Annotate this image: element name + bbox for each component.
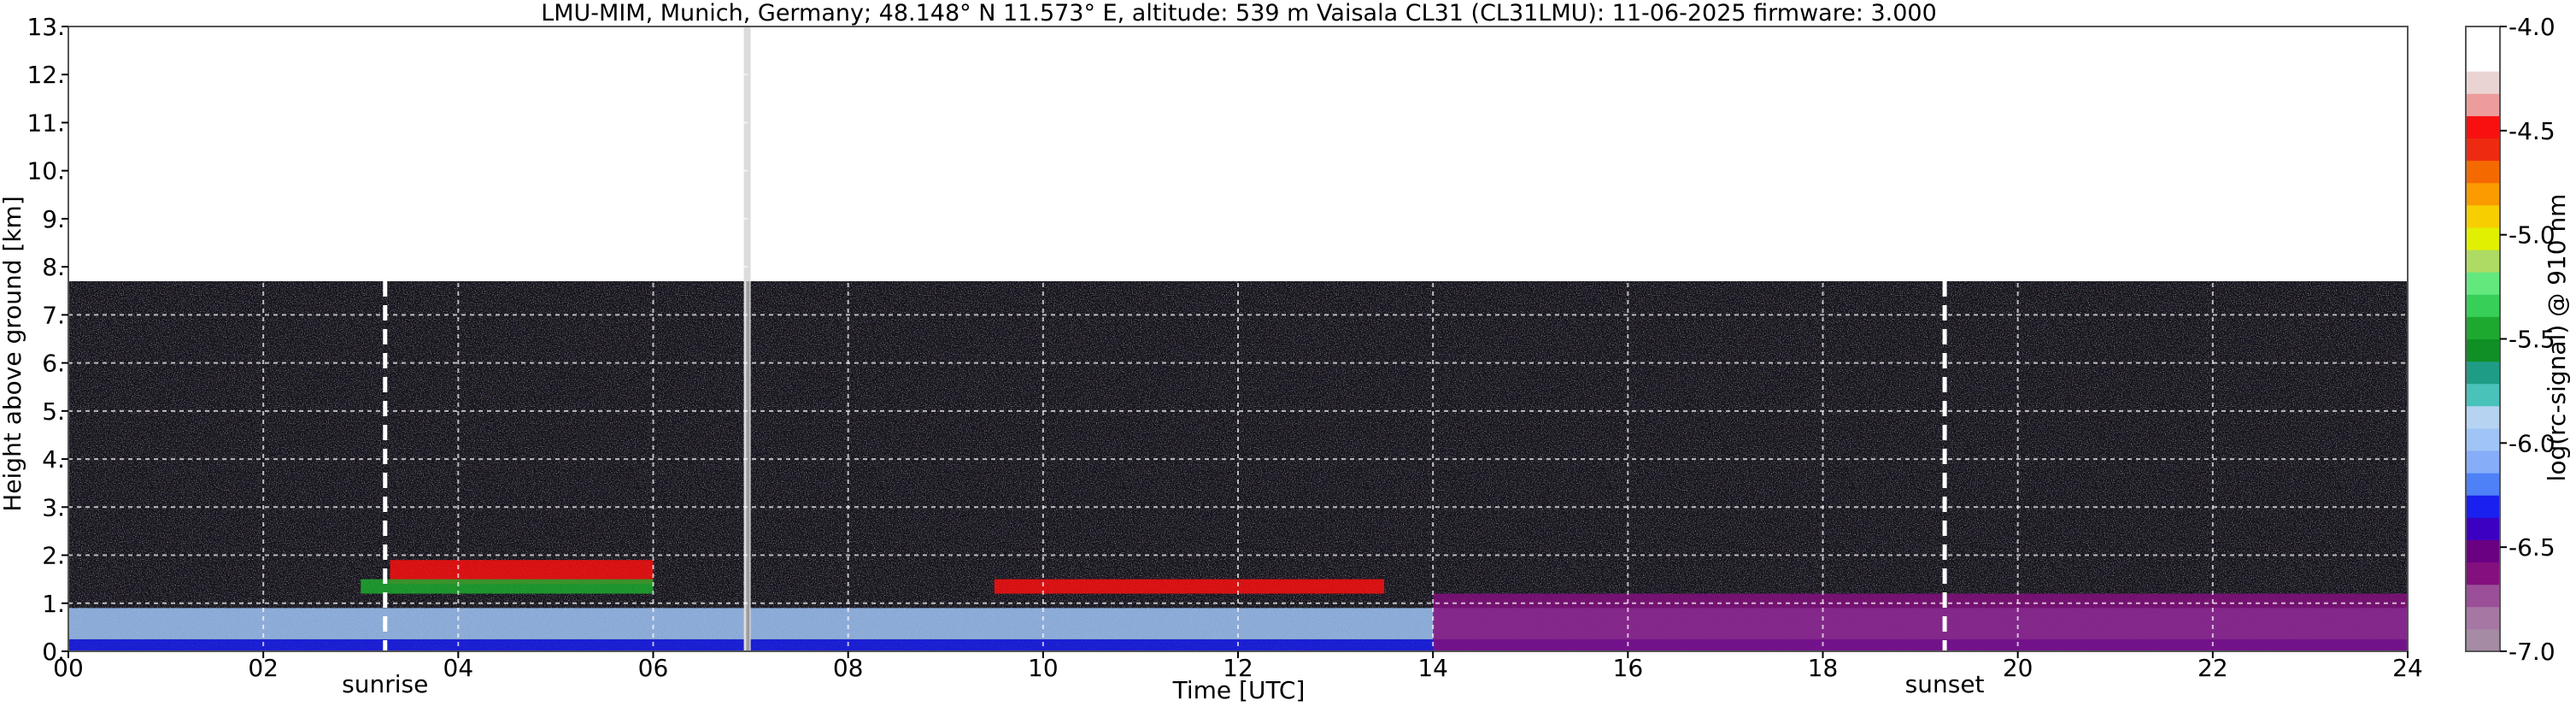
x-tick-label: 08 [833, 654, 864, 682]
colorbar-segment [2466, 473, 2500, 496]
y-tick-label: 2. [42, 542, 65, 570]
colorbar-segment [2466, 361, 2500, 385]
y-tick-label: 10. [26, 157, 65, 185]
x-tick-label: 16 [1613, 654, 1644, 682]
colorbar-segment [2466, 204, 2500, 228]
colorbar-segment [2466, 338, 2500, 362]
y-axis-label: Height above ground [km] [0, 196, 26, 512]
colorbar-tick-label: -4.0 [2509, 13, 2555, 41]
colorbar-segment [2466, 227, 2500, 250]
colorbar-tick-label: -5.5 [2509, 326, 2555, 354]
colorbar-tick-label: -4.5 [2509, 117, 2555, 145]
colorbar-segment [2466, 182, 2500, 206]
x-tick-label: 20 [2003, 654, 2033, 682]
x-tick-label: 18 [1808, 654, 1839, 682]
annotations: sunrise sunset [342, 281, 1985, 698]
backscatter-layer [1433, 593, 2408, 651]
backscatter-layer [994, 579, 1385, 594]
x-tick-label: 06 [638, 654, 669, 682]
annotation-label-sunrise: sunrise [342, 670, 428, 698]
x-tick-label: 10 [1028, 654, 1059, 682]
y-tick-label: 4. [42, 445, 65, 474]
axes: 00 02 04 06 08 10 12 14 16 18 20 22 24 0. 1. 2. 3. 4. 5. 6.… [26, 13, 2422, 682]
colorbar-segment [2466, 450, 2500, 474]
colorbar-tick-label: -5.0 [2509, 221, 2555, 250]
chart-title: LMU-MIM, Munich, Germany; 48.148° N 11.5… [541, 0, 1937, 26]
x-tick-label: 24 [2392, 654, 2423, 682]
colorbar-segment [2466, 250, 2500, 273]
colorbar-segment [2466, 115, 2500, 139]
colorbar-segment [2466, 584, 2500, 608]
backscatter-layer [361, 579, 654, 594]
colorbar-tick-label: -7.0 [2509, 638, 2555, 666]
colorbar-segment [2466, 138, 2500, 162]
y-tick-label: 13. [26, 13, 65, 41]
y-tick-label: 8. [42, 253, 65, 281]
x-tick-label: 00 [53, 654, 84, 682]
colorbar: -4.0 -4.5 -5.0 -5.5 -6.0 -6.5 -7.0 [2465, 13, 2555, 666]
y-tick-label: 0. [42, 638, 65, 666]
colorbar-segment [2466, 316, 2500, 339]
colorbar-segment [2466, 427, 2500, 451]
y-tick-label: 5. [42, 397, 65, 426]
colorbar-segment [2466, 294, 2500, 317]
y-tick-label: 11. [26, 109, 65, 137]
y-tick-label: 6. [42, 350, 65, 378]
colorbar-segment [2466, 606, 2500, 630]
colorbar-segment [2466, 26, 2500, 50]
colorbar-segment [2466, 539, 2500, 563]
x-tick-label: 14 [1417, 654, 1448, 682]
x-tick-label: 12 [1223, 654, 1253, 682]
x-tick-label: 22 [2198, 654, 2228, 682]
x-tick-label: 02 [248, 654, 279, 682]
colorbar-segment [2466, 160, 2500, 184]
colorbar-tick-label: -6.0 [2509, 429, 2555, 457]
y-tick-label: 1. [42, 590, 65, 618]
colorbar-segment [2466, 405, 2500, 429]
colorbar-segment [2466, 272, 2500, 295]
colorbar-segment [2466, 71, 2500, 94]
x-axis-label: Time [UTC] [1172, 676, 1306, 704]
colorbar-segment [2466, 383, 2500, 407]
colorbar-segment [2466, 562, 2500, 585]
no-data-gap [746, 281, 750, 651]
annotation-label-sunset: sunset [1905, 670, 1985, 698]
colorbar-tick-label: -6.5 [2509, 533, 2555, 562]
colorbar-segment [2466, 49, 2500, 72]
colorbar-segment [2466, 495, 2500, 518]
y-tick-label: 12. [26, 61, 65, 89]
colorbar-segment [2466, 93, 2500, 116]
y-tick-label: 9. [42, 205, 65, 233]
x-tick-label: 04 [443, 654, 474, 682]
colorbar-label: log(rc-signal) @ 910 nm [2543, 194, 2571, 482]
colorbar-segment [2466, 628, 2500, 652]
y-tick-label: 7. [42, 301, 65, 329]
y-tick-label: 3. [42, 493, 65, 521]
colorbar-segment [2466, 517, 2500, 540]
